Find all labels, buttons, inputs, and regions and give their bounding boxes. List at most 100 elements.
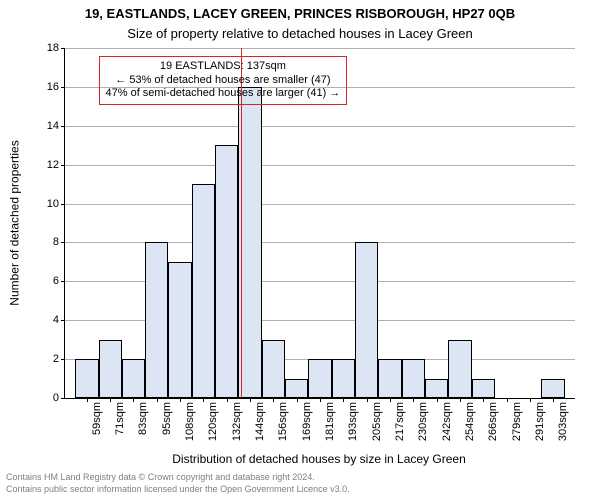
histogram-bar [425,379,448,398]
gridline-h [65,204,575,205]
annotation-line: 19 EASTLANDS: 137sqm [106,60,341,74]
xtick-mark [87,398,88,402]
annotation-line: ← 53% of detached houses are smaller (47… [106,74,341,88]
annotation-line: 47% of semi-detached houses are larger (… [106,87,341,101]
xtick-mark [250,398,251,402]
xtick-label: 181sqm [324,402,336,452]
xtick-label: 266sqm [487,402,499,452]
histogram-bar [215,145,238,398]
ytick-mark [61,398,65,399]
xtick-mark [553,398,554,402]
histogram-bar [332,359,355,398]
xtick-mark [133,398,134,402]
chart-title: Size of property relative to detached ho… [0,26,600,41]
histogram-bar [308,359,331,398]
ytick-mark [61,281,65,282]
xtick-mark [483,398,484,402]
histogram-bar [402,359,425,398]
gridline-h [65,242,575,243]
histogram-bar [168,262,191,398]
xtick-label: 205sqm [371,402,383,452]
ytick-mark [61,48,65,49]
xtick-mark [227,398,228,402]
histogram-bar [192,184,215,398]
xtick-label: 193sqm [347,402,359,452]
xtick-mark [367,398,368,402]
xtick-label: 254sqm [464,402,476,452]
ytick-label: 10 [47,198,59,210]
ytick-label: 2 [53,353,59,365]
histogram-bar [285,379,308,398]
ytick-mark [61,126,65,127]
ytick-label: 6 [53,275,59,287]
y-axis-label: Number of detached properties [6,48,24,398]
xtick-mark [460,398,461,402]
histogram-bar [238,87,261,398]
ytick-label: 16 [47,81,59,93]
xtick-label: 279sqm [511,402,523,452]
histogram-bar [145,242,168,398]
xtick-mark [343,398,344,402]
xtick-mark [530,398,531,402]
xtick-mark [390,398,391,402]
histogram-bar [262,340,285,398]
histogram-bar [472,379,495,398]
chart-container: 19, EASTLANDS, LACEY GREEN, PRINCES RISB… [0,0,600,500]
xtick-mark [273,398,274,402]
xtick-label: 132sqm [231,402,243,452]
xtick-label: 120sqm [207,402,219,452]
ytick-mark [61,320,65,321]
ytick-mark [61,87,65,88]
histogram-bar [122,359,145,398]
xtick-label: 217sqm [394,402,406,452]
xtick-label: 291sqm [534,402,546,452]
xtick-mark [507,398,508,402]
ytick-label: 12 [47,159,59,171]
xtick-mark [413,398,414,402]
xtick-label: 303sqm [557,402,569,452]
ytick-mark [61,242,65,243]
xtick-label: 95sqm [161,402,173,452]
chart-supertitle: 19, EASTLANDS, LACEY GREEN, PRINCES RISB… [0,6,600,21]
ytick-label: 18 [47,42,59,54]
histogram-bar [448,340,471,398]
gridline-h [65,281,575,282]
ytick-label: 8 [53,236,59,248]
ytick-label: 0 [53,392,59,404]
ytick-mark [61,359,65,360]
xtick-mark [297,398,298,402]
xtick-label: 169sqm [301,402,313,452]
footer-line-1: Contains HM Land Registry data © Crown c… [6,472,594,482]
x-axis-label: Distribution of detached houses by size … [64,452,574,466]
gridline-h [65,165,575,166]
xtick-label: 242sqm [441,402,453,452]
xtick-mark [203,398,204,402]
xtick-mark [437,398,438,402]
histogram-bar [541,379,564,398]
xtick-mark [180,398,181,402]
plot-area: 02468101214161859sqm71sqm83sqm95sqm108sq… [64,48,575,399]
footer-line-2: Contains public sector information licen… [6,484,594,494]
ytick-mark [61,165,65,166]
histogram-bar [99,340,122,398]
histogram-bar [378,359,401,398]
xtick-mark [157,398,158,402]
gridline-h [65,320,575,321]
ytick-mark [61,204,65,205]
ytick-label: 14 [47,120,59,132]
xtick-label: 108sqm [184,402,196,452]
gridline-h [65,48,575,49]
xtick-label: 59sqm [91,402,103,452]
xtick-mark [110,398,111,402]
xtick-label: 156sqm [277,402,289,452]
xtick-label: 144sqm [254,402,266,452]
ytick-label: 4 [53,314,59,326]
histogram-bar [355,242,378,398]
annotation-box: 19 EASTLANDS: 137sqm← 53% of detached ho… [99,56,348,105]
xtick-mark [320,398,321,402]
histogram-bar [75,359,98,398]
gridline-h [65,126,575,127]
y-axis-label-text: Number of detached properties [8,140,22,305]
xtick-label: 71sqm [114,402,126,452]
xtick-label: 230sqm [417,402,429,452]
